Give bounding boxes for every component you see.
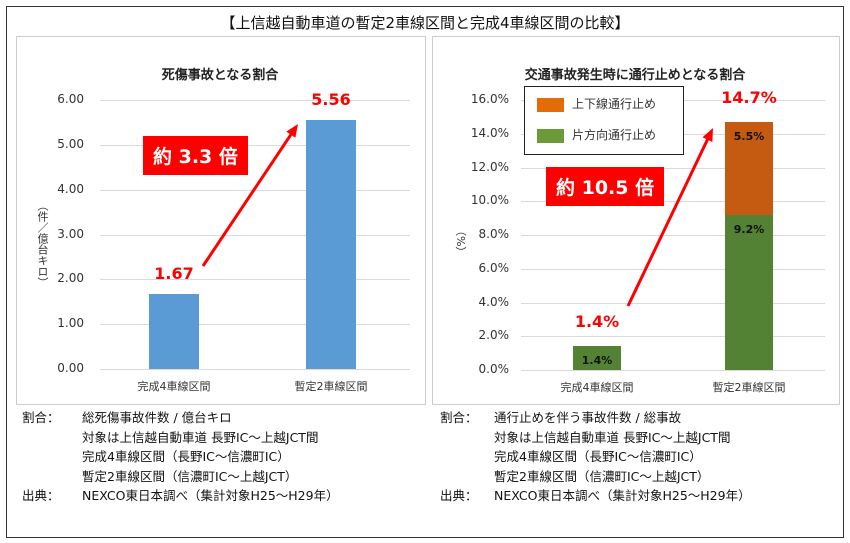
y-tick-label: 0.00: [57, 361, 84, 375]
right-chart-title: 交通事故発生時に通行止めとなる割合: [524, 68, 746, 83]
note-source: NEXCO東日本調べ（集計対象H25～H29年）: [82, 488, 339, 503]
gridline: [521, 302, 825, 304]
note-line: 対象は上信越自動車道 長野IC～上越JCT間: [82, 429, 319, 445]
y-tick-label: 16.0%: [470, 92, 509, 106]
bar: [306, 119, 356, 369]
page-title: 【上信越自動車道の暫定2車線区間と完成4車線区間の比較】: [220, 14, 630, 32]
note-key: 出典：: [22, 488, 60, 503]
data-label: 5.56: [311, 89, 351, 109]
y-tick-label: 14.0%: [470, 125, 509, 140]
data-label: 1.67: [154, 264, 194, 284]
gridline: [100, 234, 410, 236]
bar-segment: [573, 346, 621, 370]
note-line: 暫定2車線区間（信濃町IC～上越JCT）: [494, 468, 710, 484]
note-source: NEXCO東日本調べ（集計対象H25～H29年）: [494, 488, 751, 503]
y-tick-label: 4.00: [57, 181, 84, 196]
y-tick-label: 2.0%: [478, 328, 510, 343]
legend-item-one-direction: 片方向通行止め: [537, 126, 656, 143]
arrow-head-icon: [702, 128, 713, 142]
bar-segment: [725, 121, 773, 215]
gridline: [100, 144, 410, 146]
left-chart-panel: [16, 36, 426, 405]
left-chart-title: 死傷事故となる割合: [161, 68, 279, 83]
y-tick-label: 3.00: [57, 226, 84, 241]
gridline: [100, 100, 410, 101]
note-line: 対象は上信越自動車道 長野IC～上越JCT間: [494, 429, 731, 445]
note-key: 割合：: [440, 410, 478, 425]
total-label: 14.7%: [721, 87, 777, 107]
y-tick-label: 8.0%: [478, 227, 510, 241]
total-label: 1.4%: [574, 312, 620, 332]
outer-frame: [6, 6, 844, 538]
x-category-label: 暫定2車線区間: [294, 380, 368, 393]
right-notes: 割合： 通行止めを伴う事故件数 / 総事故 対象は上信越自動車道 長野IC～上越J…: [440, 408, 751, 506]
y-tick-label: 4.0%: [478, 294, 510, 309]
legend: 上下線通行止め 片方向通行止め: [524, 86, 684, 155]
y-tick-label: 0.0%: [478, 362, 510, 376]
note-ratio: 通行止めを伴う事故件数 / 総事故: [494, 410, 682, 425]
segment-label: 5.5%: [733, 129, 765, 143]
gridline: [100, 369, 410, 370]
y-tick-label: 12.0%: [470, 159, 509, 174]
legend-swatch: [537, 128, 564, 143]
segment-label: 1.4%: [581, 354, 613, 368]
note-key: 割合：: [22, 410, 60, 425]
note-line: 完成4車線区間（長野IC～信濃町IC）: [82, 449, 290, 464]
right-ratio-badge: 約 10.5 倍: [546, 167, 665, 206]
gridline: [521, 336, 825, 338]
bar: [149, 294, 199, 369]
left-y-axis-label: （件／億台キロ）: [36, 200, 49, 288]
gridline: [100, 279, 410, 281]
note-key: 出典：: [440, 488, 478, 503]
gridline: [521, 370, 825, 371]
x-category-label: 完成4車線区間: [137, 380, 211, 393]
note-ratio: 総死傷事故件数 / 億台キロ: [82, 410, 232, 425]
y-tick-label: 10.0%: [470, 193, 509, 208]
gridline: [521, 167, 825, 169]
gridline: [521, 201, 825, 203]
arrow-line: [201, 132, 294, 267]
y-tick-label: 6.00: [57, 92, 84, 106]
y-tick-label: 2.00: [57, 271, 84, 286]
y-tick-label: 5.00: [57, 136, 84, 151]
x-category-label: 完成4車線区間: [560, 381, 634, 394]
segment-label: 9.2%: [733, 222, 765, 236]
y-tick-label: 1.00: [57, 316, 84, 331]
arrow-line: [626, 137, 710, 307]
gridline: [100, 324, 410, 326]
note-line: 暫定2車線区間（信濃町IC～上越JCT）: [82, 468, 298, 484]
left-ratio-badge: 約 3.3 倍: [143, 136, 248, 175]
legend-swatch: [537, 97, 564, 112]
arrow-head-icon: [286, 124, 298, 138]
x-category-label: 暫定2車線区間: [712, 381, 786, 394]
gridline: [521, 235, 825, 236]
y-tick-label: 6.0%: [478, 260, 510, 275]
right-y-axis-label: （%）: [454, 225, 467, 258]
legend-label: 片方向通行止め: [572, 128, 657, 142]
legend-label: 上下線通行止め: [572, 97, 657, 111]
gridline: [521, 268, 825, 270]
legend-item-both-directions: 上下線通行止め: [537, 95, 656, 112]
right-chart-panel: [432, 36, 840, 405]
note-line: 完成4車線区間（長野IC～信濃町IC）: [494, 449, 702, 464]
left-notes: 割合： 総死傷事故件数 / 億台キロ 対象は上信越自動車道 長野IC～上越JCT間…: [22, 408, 339, 506]
bar-segment: [725, 214, 773, 370]
